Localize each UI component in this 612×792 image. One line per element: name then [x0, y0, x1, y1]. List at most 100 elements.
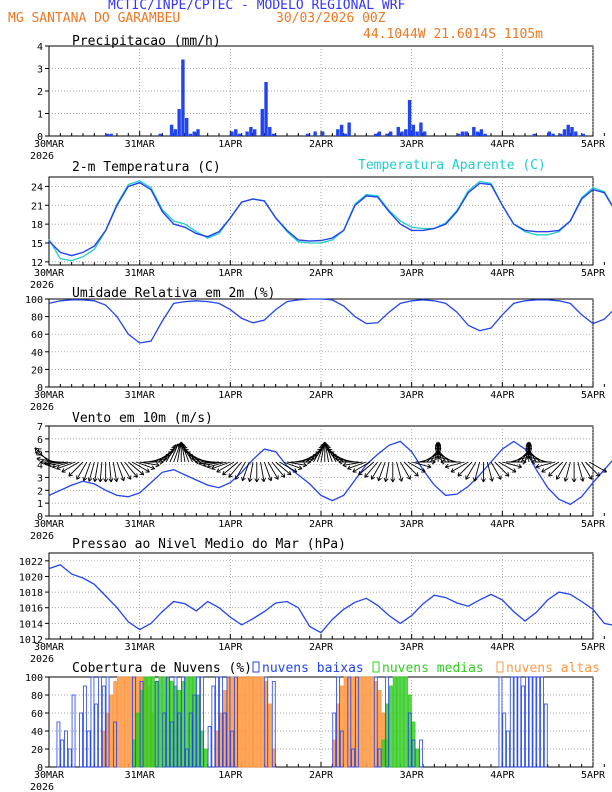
precip-bar: [343, 133, 348, 136]
cloud-bar-nuvens-baixas: [211, 685, 216, 768]
x-tick-label: 3APR: [400, 139, 425, 150]
wind-barb: [241, 461, 250, 481]
cloud-bar-nuvens-baixas: [200, 676, 204, 768]
cloud-bar-nuvens-baixas: [536, 676, 541, 768]
y-tick-label: 1: [37, 499, 43, 510]
cloud-bar-nuvens-baixas: [540, 676, 544, 768]
x-tick-label: 30MAR: [34, 519, 65, 530]
wind-barb-head: [145, 468, 150, 473]
panel-title: Cobertura de Nuvens (%): [72, 661, 252, 676]
x-tick-label: 30MAR: [34, 770, 65, 781]
wind-barb-head: [602, 468, 607, 473]
cloud-bar-nuvens-baixas: [226, 676, 231, 768]
x-tick-label: 3APR: [400, 390, 425, 401]
cloud-bar-nuvens-altas: [117, 676, 121, 768]
wind-barb: [271, 461, 286, 478]
precip-bar: [574, 131, 578, 136]
cloud-bar-nuvens-baixas: [113, 721, 118, 768]
cloud-bar-nuvens-altas: [249, 676, 254, 768]
precip-bar: [404, 129, 408, 136]
cloud-bar-nuvens-baixas: [373, 676, 378, 768]
wind-barb: [450, 461, 469, 473]
wind-barb-head: [188, 453, 193, 459]
precip-bar: [419, 122, 423, 136]
wind-barb-head: [127, 475, 132, 480]
precip-bar: [188, 133, 193, 136]
wind-barb-head: [541, 468, 546, 473]
precip-bar: [245, 131, 249, 136]
y-tick-label: 15: [31, 239, 43, 250]
y-tick-label: 100: [25, 673, 43, 684]
x-tick-label: 30MAR: [34, 139, 65, 150]
cloud-bar-nuvens-baixas: [230, 730, 235, 768]
precip-bar: [305, 133, 310, 136]
cloud-bar-nuvens-baixas: [173, 676, 178, 768]
wind-barb: [228, 461, 243, 478]
cloud-bar-nuvens-baixas: [354, 676, 359, 768]
wind-barb-head: [97, 478, 103, 483]
x-tick-label: 4APR: [490, 390, 515, 401]
precip-bar: [271, 133, 276, 136]
cloud-bar-nuvens-medias: [147, 676, 152, 768]
x-tick-label: 1APR: [218, 390, 243, 401]
cloud-bar-nuvens-baixas: [347, 676, 352, 768]
wind-barb: [430, 444, 441, 463]
cloud-bar-nuvens-altas: [362, 676, 367, 768]
cloud-bar-nuvens-medias: [392, 676, 397, 768]
wind-barb: [548, 461, 564, 477]
wind-barb-head: [298, 465, 303, 471]
cloud-bar-nuvens-altas: [347, 676, 352, 768]
wind-barb: [83, 461, 91, 481]
wind-barb-head: [579, 477, 585, 482]
coords-label: 44.1044W 21.6014S 1105m: [363, 27, 544, 42]
precip-bar: [336, 129, 340, 136]
y-tick-label: 1012: [19, 635, 43, 646]
precip-bar: [158, 133, 162, 136]
wind-barb-head: [267, 476, 273, 482]
x-tick-label: 31MAR: [125, 139, 156, 150]
wind-barb: [36, 458, 57, 463]
wind-barb-head: [535, 463, 540, 469]
wind-barb-head: [103, 478, 109, 483]
wind-barb-head: [364, 473, 369, 478]
wind-barb: [88, 461, 95, 482]
cloud-bar-nuvens-altas: [370, 676, 374, 768]
precip-bar: [423, 131, 427, 136]
wind-barb: [216, 461, 235, 473]
precip-bar: [268, 127, 272, 136]
x-tick-label: 1APR: [218, 770, 243, 781]
wind-barb: [199, 461, 220, 465]
y-tick-label: 0: [37, 383, 43, 394]
wind-barb: [235, 461, 246, 480]
wind-barb: [502, 461, 522, 468]
wind-barb-head: [531, 459, 536, 465]
cloud-bar-nuvens-medias: [388, 685, 393, 768]
cloud-bar-nuvens-altas: [113, 681, 118, 768]
cloud-bar-nuvens-baixas: [351, 748, 356, 768]
legend-swatch: [372, 661, 380, 673]
wind-barb: [588, 461, 607, 473]
cloud-bar-nuvens-medias: [396, 676, 401, 768]
cloud-bar-nuvens-baixas: [218, 676, 223, 768]
wind-barb-head: [241, 476, 246, 482]
y-tick-label: 2: [37, 87, 43, 98]
precip-bar: [396, 127, 400, 136]
y-tick-label: 1014: [19, 619, 43, 630]
precip-bar: [109, 133, 113, 136]
cloud-legend-label: nuvens altas: [506, 661, 600, 676]
wind-barb-head: [222, 470, 227, 476]
cloud-bar-nuvens-medias: [181, 681, 186, 768]
cloud-bar-nuvens-altas: [351, 676, 356, 768]
cloud-bar-nuvens-medias: [166, 676, 170, 768]
humidity-line: [48, 298, 612, 344]
y-tick-label: 3: [37, 65, 43, 76]
y-tick-label: 0: [37, 512, 43, 523]
y-tick-label: 21: [31, 201, 43, 212]
wind-barb: [385, 461, 390, 482]
x-tick-label: 31MAR: [125, 770, 156, 781]
wind-barb-head: [370, 475, 376, 480]
wind-barb: [316, 443, 325, 463]
x-tick-label: 5APR: [581, 268, 606, 279]
wind-barb-head: [427, 463, 432, 469]
wind-barb: [564, 461, 571, 482]
